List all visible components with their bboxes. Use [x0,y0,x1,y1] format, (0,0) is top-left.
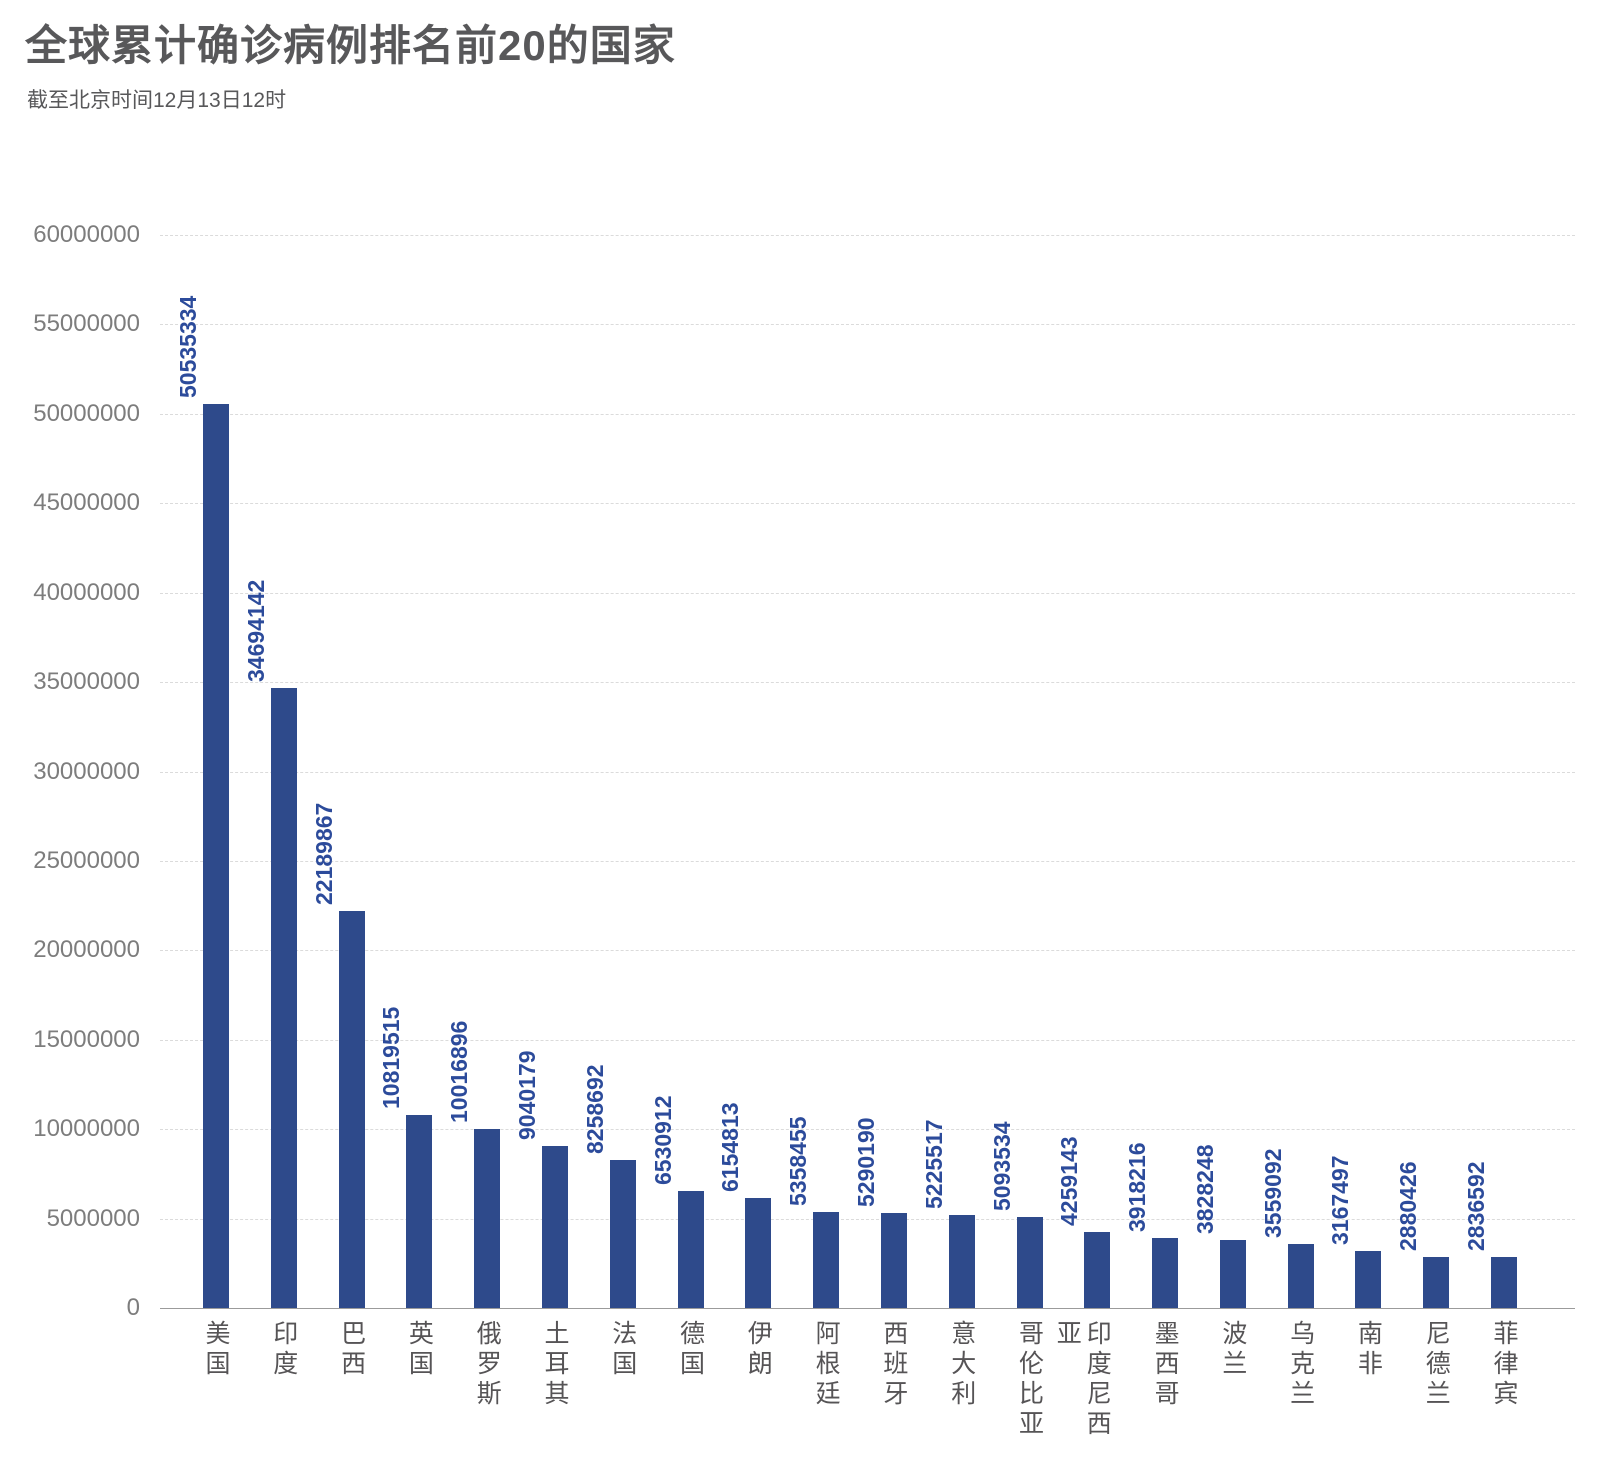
bar-value-label: 50535334 [175,295,201,399]
bar [1016,1216,1043,1308]
bar [338,911,365,1308]
x-tick-label: 菲律宾 [1490,1320,1518,1410]
x-tick-label: 法国 [608,1320,637,1380]
bar-value-label: 3918216 [1124,1142,1151,1232]
x-tick-label: 墨西哥 [1151,1320,1180,1410]
bar [270,687,297,1308]
bar [880,1213,907,1308]
y-tick-label: 40000000 [33,578,140,606]
bar-value-label: 34694142 [242,579,269,682]
x-tick-label: 美国 [202,1320,230,1380]
bar-value-label: 6530912 [649,1095,676,1186]
y-tick-label: 45000000 [33,489,140,517]
bar [1355,1251,1382,1308]
x-tick-label: 英国 [405,1320,434,1380]
bar [474,1128,501,1308]
x-tick-label: 巴西 [337,1320,366,1380]
bar [203,404,229,1308]
bar [406,1114,433,1308]
bar [1423,1256,1450,1308]
bar-value-label: 3559092 [1259,1148,1286,1239]
bar-value-label: 5093534 [988,1121,1015,1211]
x-tick-label: 俄罗斯 [473,1320,502,1410]
y-tick-label: 60000000 [33,221,140,248]
bar-value-label: 10819515 [378,1006,405,1109]
gridline [160,413,1575,415]
bar [1084,1231,1111,1308]
x-tick-label: 意大利 [947,1320,976,1410]
bar [542,1146,568,1308]
bar-value-label: 2836592 [1463,1161,1489,1252]
y-tick-label: 25000000 [33,846,140,874]
gridline [160,503,1575,505]
bar [677,1191,704,1308]
gridline [160,1129,1575,1131]
x-tick-label: 阿根廷 [812,1320,841,1410]
x-tick-label: 伊朗 [744,1320,773,1380]
x-tick-label: 德国 [676,1320,705,1380]
gridline [160,1039,1575,1041]
bar [745,1197,772,1308]
x-tick-label: 乌克兰 [1286,1320,1315,1410]
y-tick-label: 50000000 [33,399,140,427]
gridline [160,324,1575,326]
bar-value-label: 8258692 [581,1064,608,1155]
x-tick-label: 印度尼西亚 [1053,1320,1112,1440]
bar [609,1160,636,1308]
bar [1287,1244,1314,1308]
y-tick-label: 20000000 [33,936,140,964]
x-tick-label: 南非 [1354,1320,1383,1380]
bar-value-label: 10016896 [446,1020,473,1123]
bar [1152,1237,1179,1308]
gridline [160,235,1575,236]
bar-value-label: 22189867 [310,802,337,906]
bar-value-label: 2880426 [1395,1160,1422,1251]
y-tick-label: 30000000 [33,757,140,785]
y-tick-label: 15000000 [33,1025,140,1053]
gridline [160,1218,1575,1220]
x-tick-label: 波兰 [1218,1320,1247,1380]
bar [813,1212,840,1308]
bar-value-label: 5358455 [785,1116,812,1207]
bar-value-label: 3828248 [1191,1143,1218,1234]
gridline [160,860,1575,862]
gridline [160,950,1575,952]
bar-value-label: 6154813 [717,1102,744,1192]
bar [1491,1257,1517,1308]
bar-value-label: 9040179 [514,1050,540,1141]
bar [948,1214,975,1308]
y-tick-label: 55000000 [33,310,140,338]
bar-value-label: 5290190 [852,1117,879,1208]
gridline [160,771,1575,773]
bar [1219,1239,1246,1308]
chart-subtitle: 截至北京时间12月13日12时 [27,89,287,112]
y-tick-label: 10000000 [33,1115,140,1143]
bar-value-label: 5225517 [920,1119,947,1209]
x-tick-label: 土耳其 [541,1320,569,1410]
chart-title: 全球累计确诊病例排名前20的国家 [25,22,676,69]
y-tick-label: 0 [126,1294,140,1321]
gridline [160,682,1575,684]
bar-value-label: 3167497 [1327,1155,1354,1246]
x-tick-label: 哥伦比亚 [1015,1320,1044,1440]
gridline [160,592,1575,594]
x-tick-label: 印度 [269,1320,298,1380]
x-tick-label: 西班牙 [879,1320,908,1410]
y-tick-label: 5000000 [46,1204,140,1232]
y-tick-label: 35000000 [33,668,140,696]
x-axis-line [160,1308,1575,1309]
bar-value-label: 4259143 [1056,1136,1083,1226]
x-tick-label: 尼德兰 [1422,1320,1451,1410]
